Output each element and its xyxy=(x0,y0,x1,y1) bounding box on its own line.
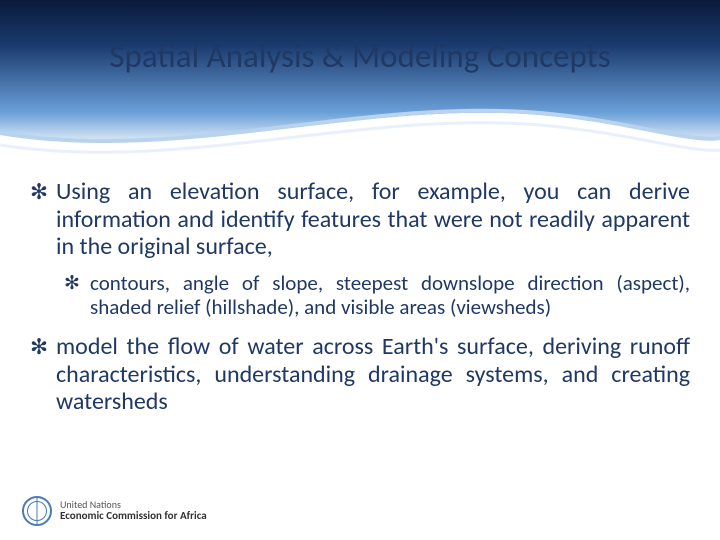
slide-title: Spatial Analysis & Modeling Concepts xyxy=(0,36,720,76)
bullet-item: ✻ contours, angle of slope, steepest dow… xyxy=(64,271,690,319)
bullet-marker-icon: ✻ xyxy=(30,178,56,261)
bullet-item: ✻ Using an elevation surface, for exampl… xyxy=(30,178,690,261)
bullet-marker-icon: ✻ xyxy=(30,333,56,416)
bullet-marker-icon: ✻ xyxy=(64,271,90,319)
bullet-item: ✻ model the flow of water across Earth's… xyxy=(30,333,690,416)
footer-text: United Nations Economic Commission for A… xyxy=(60,500,207,522)
bullet-text: model the flow of water across Earth's s… xyxy=(56,333,690,416)
bullet-text: contours, angle of slope, steepest downs… xyxy=(90,271,690,319)
header-swoosh xyxy=(0,95,720,175)
un-emblem-icon xyxy=(22,496,52,526)
footer-line2: Economic Commission for Africa xyxy=(60,510,207,522)
slide-content: ✻ Using an elevation surface, for exampl… xyxy=(30,178,690,426)
footer-logo: United Nations Economic Commission for A… xyxy=(22,496,207,526)
bullet-text: Using an elevation surface, for example,… xyxy=(56,178,690,261)
